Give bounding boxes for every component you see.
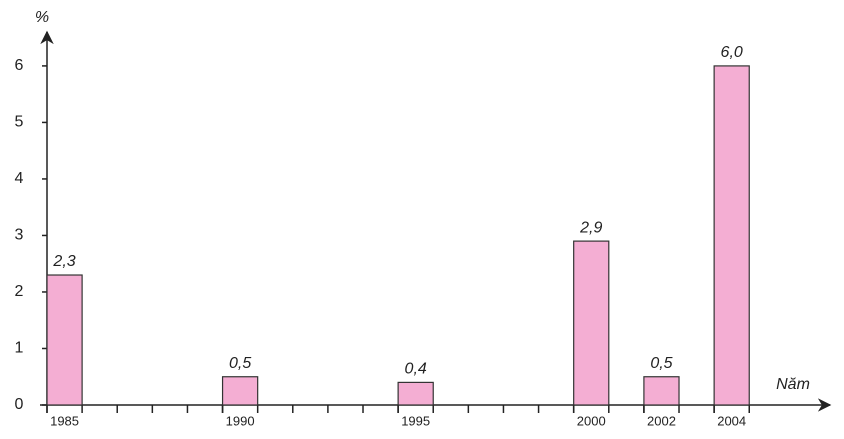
value-label: 6,0 (721, 44, 743, 61)
bar (46, 274, 83, 406)
x-tick-label: 2000 (577, 413, 606, 428)
x-tick-label: 1995 (401, 413, 430, 428)
y-axis-label: % (35, 9, 49, 26)
value-label: 0,4 (405, 361, 427, 378)
y-tick-label: 4 (15, 170, 24, 187)
y-tick-label: 1 (15, 340, 24, 357)
bar (397, 381, 434, 406)
y-tick-label: 2 (15, 283, 24, 300)
y-tick-label: 5 (15, 114, 24, 131)
x-axis-label: Năm (776, 376, 810, 393)
bar (573, 240, 610, 406)
value-label: 2,3 (52, 253, 75, 270)
bar (713, 65, 750, 406)
y-tick-label: 3 (15, 227, 24, 244)
value-label: 2,9 (579, 219, 602, 236)
value-label: 0,5 (650, 355, 672, 372)
bar (221, 376, 259, 406)
y-tick-label: 6 (15, 57, 24, 74)
bar (643, 376, 680, 406)
x-tick-label: 2004 (717, 413, 746, 428)
y-tick-label: 0 (15, 396, 24, 413)
x-tick-label: 2002 (647, 413, 676, 428)
x-tick-label: 1990 (226, 413, 255, 428)
value-label: 0,5 (229, 355, 251, 372)
x-tick-label: 1985 (50, 413, 79, 428)
